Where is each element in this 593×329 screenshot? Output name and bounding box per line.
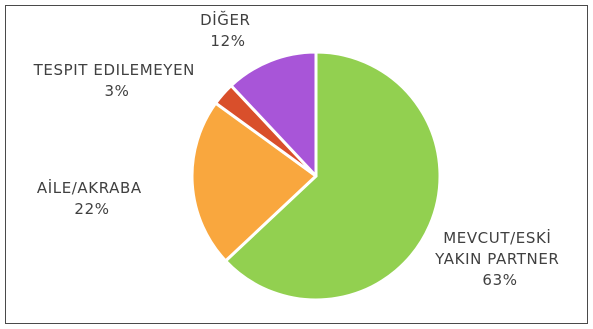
slice-value-undetermined: 3% xyxy=(105,82,130,100)
slice-value-partner: 63% xyxy=(482,271,517,289)
slice-label-partner: MEVCUT/ESKİ YAKIN PARTNER 63% xyxy=(434,228,565,289)
slice-value-other: 12% xyxy=(210,32,245,50)
slice-label-other-line1: DİĞER xyxy=(200,10,251,29)
slice-label-undetermined: TESPIT EDILEMEYEN 3% xyxy=(33,61,201,100)
slice-label-partner-line2: YAKIN PARTNER xyxy=(434,250,559,268)
slice-label-family-line1: AİLE/AKRABA xyxy=(37,178,142,197)
pie-slice-partner xyxy=(224,50,442,302)
slice-label-partner-line1: MEVCUT/ESKİ xyxy=(443,228,551,247)
pie-labels: MEVCUT/ESKİ YAKIN PARTNER 63% AİLE/AKRAB… xyxy=(33,10,565,289)
slice-label-undetermined-line1: TESPIT EDILEMEYEN xyxy=(33,61,195,79)
slice-value-family: 22% xyxy=(74,200,109,218)
pie-slices xyxy=(190,50,442,302)
slice-label-family: AİLE/AKRABA 22% xyxy=(37,178,147,218)
pie-slice-family xyxy=(190,101,318,263)
pie-slice-other xyxy=(229,50,318,178)
slice-label-other: DİĞER 12% xyxy=(200,10,256,50)
